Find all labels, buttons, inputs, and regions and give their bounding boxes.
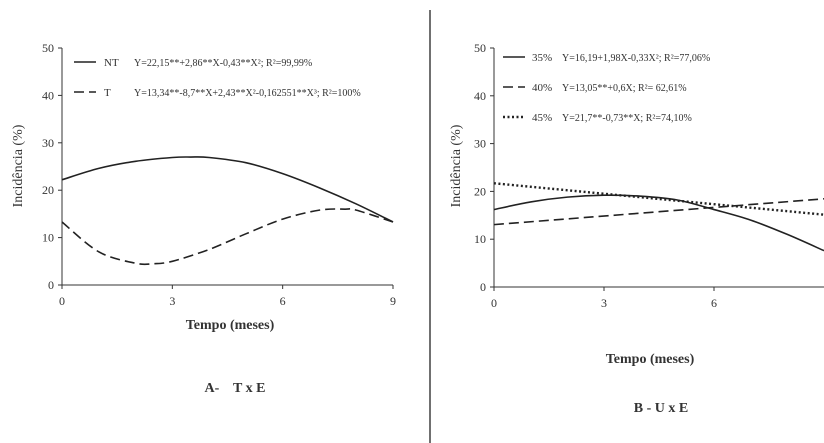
y-tick-label-a-5: 50: [42, 41, 54, 55]
series-line-b-1: [493, 198, 824, 226]
x-tick-label-b-1: 3: [601, 296, 607, 310]
legend-equation-a-0: Y=22,15**+2,86**X-0,43**X²; R²=99,99%: [134, 58, 312, 69]
y-tick-label-a-4: 40: [42, 88, 54, 102]
legend-equation-b-1: Y=13,05**+0,6X; R²= 62,61%: [562, 83, 687, 94]
y-tick-label-b-0: 0: [480, 280, 486, 294]
x-tick-label-b-2: 6: [711, 296, 717, 310]
chart-panel-b: 0 10 20 30 40 50 0 3 6 35% Y=16,19+1,98X-0,33X²;…: [449, 41, 824, 416]
panel-caption-a: A- T x E: [205, 381, 266, 396]
y-tick-label-b-4: 40: [474, 89, 486, 103]
x-tick-label-a-3: 9: [390, 294, 396, 308]
y-tick-label-b-2: 20: [474, 184, 486, 198]
y-tick-label-a-3: 30: [42, 136, 54, 150]
legend-name-a-1: T: [104, 87, 111, 99]
series-line-a-1: [61, 208, 394, 266]
x-tick-label-a-1: 3: [169, 294, 175, 308]
y-tick-label-a-2: 20: [42, 183, 54, 197]
y-tick-label-b-5: 50: [474, 41, 486, 55]
series-line-b-2: [493, 182, 824, 216]
legend-name-b-0: 35%: [532, 52, 552, 64]
y-tick-label-b-3: 30: [474, 137, 486, 151]
x-tick-label-a-0: 0: [59, 294, 65, 308]
legend-name-b-1: 40%: [532, 82, 552, 94]
legend-name-b-2: 45%: [532, 112, 552, 124]
x-tick-label-b-0: 0: [491, 296, 497, 310]
y-tick-label-a-0: 0: [48, 278, 54, 292]
series-line-a-0: [61, 156, 394, 223]
legend-equation-b-2: Y=21,7**-0,73**X; R²=74,10%: [562, 113, 692, 124]
x-axis-title-a: Tempo (meses): [186, 318, 275, 333]
legend-equation-a-1: Y=13,34**-8,7**X+2,43**X²-0,162551**X³; …: [134, 88, 361, 99]
x-axis-title-b: Tempo (meses): [606, 352, 695, 367]
y-tick-label-b-1: 10: [474, 232, 486, 246]
x-tick-label-a-2: 6: [280, 294, 286, 308]
y-axis-title-b: Incidência (%): [449, 124, 464, 207]
y-axis-title-a: Incidência (%): [11, 124, 26, 207]
panel-caption-b: B - U x E: [634, 401, 688, 416]
legend-name-a-0: NT: [104, 57, 119, 69]
series-line-b-0: [493, 194, 824, 252]
legend-equation-b-0: Y=16,19+1,98X-0,33X²; R²=77,06%: [562, 53, 710, 64]
y-tick-label-a-1: 10: [42, 231, 54, 245]
chart-panel-a: 0 10 20 30 40 50 0 3 6 9 NT Y=22,15**+2,86**X-0,4…: [11, 41, 396, 396]
